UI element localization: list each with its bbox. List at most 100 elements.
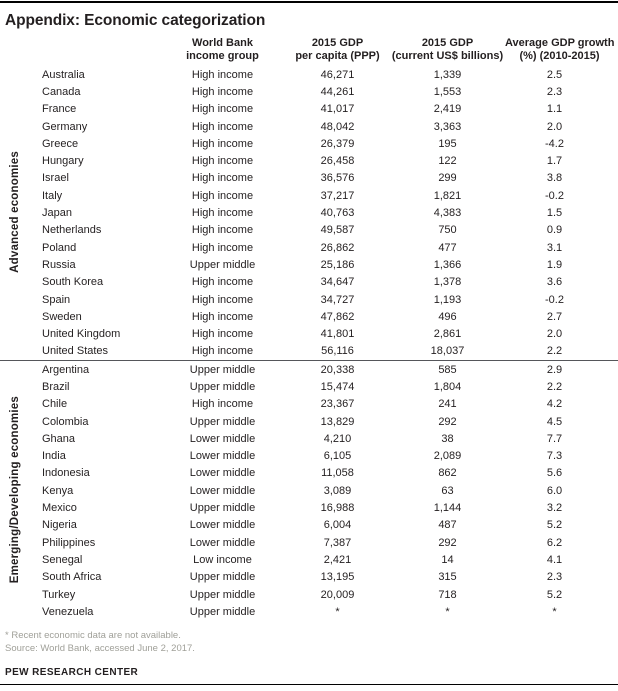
table-row: Brazil Upper middle 15,474 1,804 2.2 bbox=[0, 378, 618, 395]
cell-country: Kenya bbox=[42, 484, 74, 497]
cell-avg-growth: 2.3 bbox=[546, 85, 563, 98]
cell-avg-growth: 5.6 bbox=[546, 467, 563, 480]
cell-avg-growth: 1.5 bbox=[546, 207, 563, 220]
cell-avg-growth: 7.3 bbox=[546, 450, 563, 463]
economic-categorization-table: World Bank income group 2015 GDP per capita… bbox=[0, 37, 618, 621]
cell-gdp-per-capita: 34,647 bbox=[320, 276, 355, 289]
cell-gdp-per-capita: 46,271 bbox=[320, 68, 355, 81]
cell-gdp-per-capita: 6,004 bbox=[323, 519, 352, 532]
cell-income-group: High income bbox=[191, 398, 254, 411]
cell-avg-growth: 2.5 bbox=[546, 68, 563, 81]
cell-gdp-current-usd: 1,366 bbox=[433, 258, 462, 271]
table-row: Indonesia Lower middle 11,058 862 5.6 bbox=[0, 465, 618, 482]
cell-income-group: Upper middle bbox=[189, 258, 256, 271]
cell-country: Poland bbox=[42, 241, 77, 254]
table-row: Spain High income 34,727 1,193 -0.2 bbox=[0, 291, 618, 308]
cell-income-group: High income bbox=[191, 189, 254, 202]
column-header-line: (%) (2010-2015) bbox=[519, 50, 600, 62]
cell-avg-growth: 2.7 bbox=[546, 310, 563, 323]
table-header: World Bank income group 2015 GDP per capita… bbox=[0, 37, 618, 66]
table-group-advanced: Advanced economies Australia High income 46… bbox=[0, 66, 618, 361]
cell-country: Japan bbox=[42, 207, 72, 220]
table-row: France High income 41,017 2,419 1.1 bbox=[0, 101, 618, 118]
cell-country: India bbox=[42, 450, 66, 463]
cell-gdp-current-usd: 14 bbox=[441, 553, 454, 566]
cell-income-group: Upper middle bbox=[189, 502, 256, 515]
pew-research-center-brand: PEW RESEARCH CENTER bbox=[5, 666, 139, 678]
cell-gdp-current-usd: 2,861 bbox=[433, 328, 462, 341]
cell-income-group: Upper middle bbox=[189, 571, 256, 584]
cell-country: Netherlands bbox=[42, 224, 102, 237]
cell-avg-growth: 4.1 bbox=[546, 553, 563, 566]
cell-gdp-current-usd: 2,419 bbox=[433, 103, 462, 116]
cell-avg-growth: -0.2 bbox=[545, 293, 564, 306]
cell-gdp-per-capita: 37,217 bbox=[320, 189, 355, 202]
cell-gdp-current-usd: 63 bbox=[441, 484, 454, 497]
group-label-cell: Advanced economies bbox=[0, 66, 30, 361]
cell-gdp-per-capita: 25,186 bbox=[320, 258, 355, 271]
cell-income-group: High income bbox=[191, 293, 254, 306]
cell-avg-growth: -4.2 bbox=[545, 137, 564, 150]
cell-country: Ghana bbox=[42, 432, 76, 445]
cell-gdp-current-usd: 718 bbox=[438, 588, 457, 601]
group-label: Emerging/Developing economies bbox=[9, 395, 21, 583]
cell-country: Greece bbox=[42, 137, 79, 150]
cell-avg-growth: -0.2 bbox=[545, 189, 564, 202]
cell-gdp-current-usd: 1,144 bbox=[433, 502, 462, 515]
cell-country: Israel bbox=[42, 172, 69, 185]
cell-avg-growth: 4.5 bbox=[546, 415, 563, 428]
cell-gdp-current-usd: 4,383 bbox=[433, 207, 462, 220]
cell-country: Nigeria bbox=[42, 519, 77, 532]
cell-gdp-per-capita: 40,763 bbox=[320, 207, 355, 220]
cell-gdp-per-capita: 13,195 bbox=[320, 571, 355, 584]
group-label-cell: Emerging/Developing economies bbox=[0, 361, 30, 621]
cell-avg-growth: 4.2 bbox=[546, 398, 563, 411]
cell-income-group: Lower middle bbox=[189, 432, 256, 445]
cell-country: Senegal bbox=[42, 553, 83, 566]
cell-gdp-per-capita: 41,801 bbox=[320, 328, 355, 341]
table-row: Colombia Upper middle 13,829 292 4.5 bbox=[0, 413, 618, 430]
page-title: Appendix: Economic categorization bbox=[5, 12, 266, 29]
cell-gdp-per-capita: 2,421 bbox=[323, 553, 352, 566]
cell-avg-growth: 2.3 bbox=[546, 571, 563, 584]
cell-avg-growth: 3.2 bbox=[546, 502, 563, 515]
cell-income-group: High income bbox=[191, 345, 254, 358]
table-row: South Africa Upper middle 13,195 315 2.3 bbox=[0, 569, 618, 586]
cell-gdp-per-capita: 34,727 bbox=[320, 293, 355, 306]
table-row: Poland High income 26,862 477 3.1 bbox=[0, 239, 618, 256]
table-row: Greece High income 26,379 195 -4.2 bbox=[0, 135, 618, 152]
table-row: Canada High income 44,261 1,553 2.3 bbox=[0, 83, 618, 100]
cell-gdp-current-usd: 299 bbox=[438, 172, 457, 185]
table-row: Italy High income 37,217 1,821 -0.2 bbox=[0, 187, 618, 204]
cell-gdp-current-usd: 18,037 bbox=[430, 345, 465, 358]
cell-avg-growth: 7.7 bbox=[546, 432, 563, 445]
cell-avg-growth: 1.7 bbox=[546, 155, 563, 168]
table-row: Sweden High income 47,862 496 2.7 bbox=[0, 308, 618, 325]
cell-gdp-current-usd: 241 bbox=[438, 398, 457, 411]
cell-avg-growth: 1.9 bbox=[546, 258, 563, 271]
cell-country: Australia bbox=[42, 68, 85, 81]
cell-country: United States bbox=[42, 345, 109, 358]
cell-income-group: Upper middle bbox=[189, 415, 256, 428]
cell-income-group: High income bbox=[191, 85, 254, 98]
cell-gdp-per-capita: 16,988 bbox=[320, 502, 355, 515]
table-row: Mexico Upper middle 16,988 1,144 3.2 bbox=[0, 499, 618, 516]
table-row: Israel High income 36,576 299 3.8 bbox=[0, 170, 618, 187]
cell-gdp-per-capita: 26,379 bbox=[320, 137, 355, 150]
cell-gdp-current-usd: 862 bbox=[438, 467, 457, 480]
cell-income-group: High income bbox=[191, 241, 254, 254]
cell-country: Mexico bbox=[42, 502, 77, 515]
cell-gdp-current-usd: * bbox=[445, 605, 450, 618]
cell-gdp-current-usd: 292 bbox=[438, 536, 457, 549]
table-row: Ghana Lower middle 4,210 38 7.7 bbox=[0, 430, 618, 447]
cell-avg-growth: 2.9 bbox=[546, 363, 563, 376]
table-row: United States High income 56,116 18,037 2.2 bbox=[0, 343, 618, 361]
cell-income-group: Lower middle bbox=[189, 519, 256, 532]
cell-gdp-per-capita: 6,105 bbox=[323, 450, 352, 463]
cell-gdp-current-usd: 1,553 bbox=[433, 85, 462, 98]
cell-gdp-current-usd: 750 bbox=[438, 224, 457, 237]
cell-gdp-per-capita: 4,210 bbox=[323, 432, 352, 445]
cell-avg-growth: 2.0 bbox=[546, 328, 563, 341]
cell-country: Russia bbox=[42, 258, 76, 271]
